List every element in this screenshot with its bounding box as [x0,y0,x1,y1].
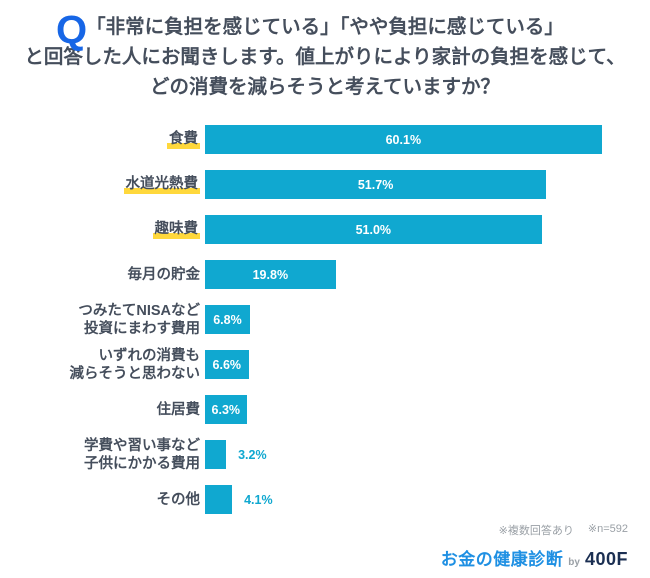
bar-area: 4.1% [205,485,650,514]
question-mark-icon: Q [56,8,88,52]
footnote-sample-size: ※n=592 [587,523,628,535]
bar: 51.0% [205,215,542,244]
chart-row: 食費 60.1% [0,117,650,162]
brand-logo-text: お金の健康診断 [440,550,564,569]
value-label: 51.0% [355,222,392,237]
bar-area: 51.0% [205,215,650,244]
category-label: 住居費 [156,401,201,418]
footer: ※複数回答あり ※n=592 お金の健康診断 by 400F [441,522,628,570]
bar-area: 6.6% [205,350,650,379]
bar: 60.1% [205,125,602,154]
footnote-multiple-answers: ※複数回答あり [498,525,574,537]
chart-row: その他 4.1% [0,477,650,522]
chart-row: 趣味費 51.0% [0,207,650,252]
bar: 6.6% [205,350,249,379]
category-label: 水道光熱費 [123,175,200,194]
bar [205,485,233,514]
chart-row: つみたてNISAなど 投資にまわす費用 6.8% [0,297,650,342]
chart-row: 住居費 6.3% [0,387,650,432]
category-label: つみたてNISAなど 投資にまわす費用 [78,302,200,337]
category-label: いずれの消費も 減らそうと思わない [69,347,201,382]
category-label: 学費や習い事など 子供にかかる費用 [84,437,200,472]
question-header: Q 「非常に負担を感じている」「やや負担に感じている」 と回答した人にお聞きしま… [0,0,650,102]
title-text-2: と回答した人にお聞きします。値上がりにより家計の負担を感じて、 [24,46,626,68]
bar: 51.7% [205,170,547,199]
logo: お金の健康診断 by 400F [441,545,628,570]
bar: 19.8% [205,260,336,289]
bar-area: 51.7% [205,170,650,199]
chart-row: 水道光熱費 51.7% [0,162,650,207]
title-text-3: どの消費を減らそうと考えていますか？ [149,76,501,98]
bar-area: 3.2% [205,440,650,469]
value-label: 19.8% [252,267,289,282]
chart-row: 毎月の貯金 19.8% [0,252,650,297]
bar-chart: 食費 60.1% 水道光熱費 51.7% 趣味費 51.0% 毎月の貯金 19.8% つみたてN… [0,117,650,522]
value-label: 3.2% [238,447,267,462]
value-label: 51.7% [357,177,394,192]
bar-area: 60.1% [205,125,650,154]
bar: 6.3% [205,395,247,424]
value-label: 4.1% [244,492,273,507]
value-label: 6.8% [213,312,242,327]
bar-area: 6.8% [205,305,650,334]
value-label: 6.3% [211,402,241,417]
logo-by-text: by [568,557,580,568]
bar-area: 6.3% [205,395,650,424]
bar [205,440,227,469]
category-label: その他 [156,491,201,508]
value-label: 6.6% [212,357,242,372]
company-logo-text: 400F [584,549,628,569]
chart-row: いずれの消費も 減らそうと思わない 6.6% [0,342,650,387]
category-label: 食費 [167,130,200,149]
value-label: 60.1% [385,132,422,147]
category-label: 毎月の貯金 [127,266,201,283]
chart-row: 学費や習い事など 子供にかかる費用 3.2% [0,432,650,477]
bar-area: 19.8% [205,260,650,289]
title-text-1: 「非常に負担を感じている」「やや負担に感じている」 [86,16,564,38]
footnotes: ※複数回答あり ※n=592 [441,522,628,538]
bar: 6.8% [205,305,250,334]
title-line-1: Q 「非常に負担を感じている」「やや負担に感じている」 [0,10,650,50]
category-label: 趣味費 [152,220,200,239]
